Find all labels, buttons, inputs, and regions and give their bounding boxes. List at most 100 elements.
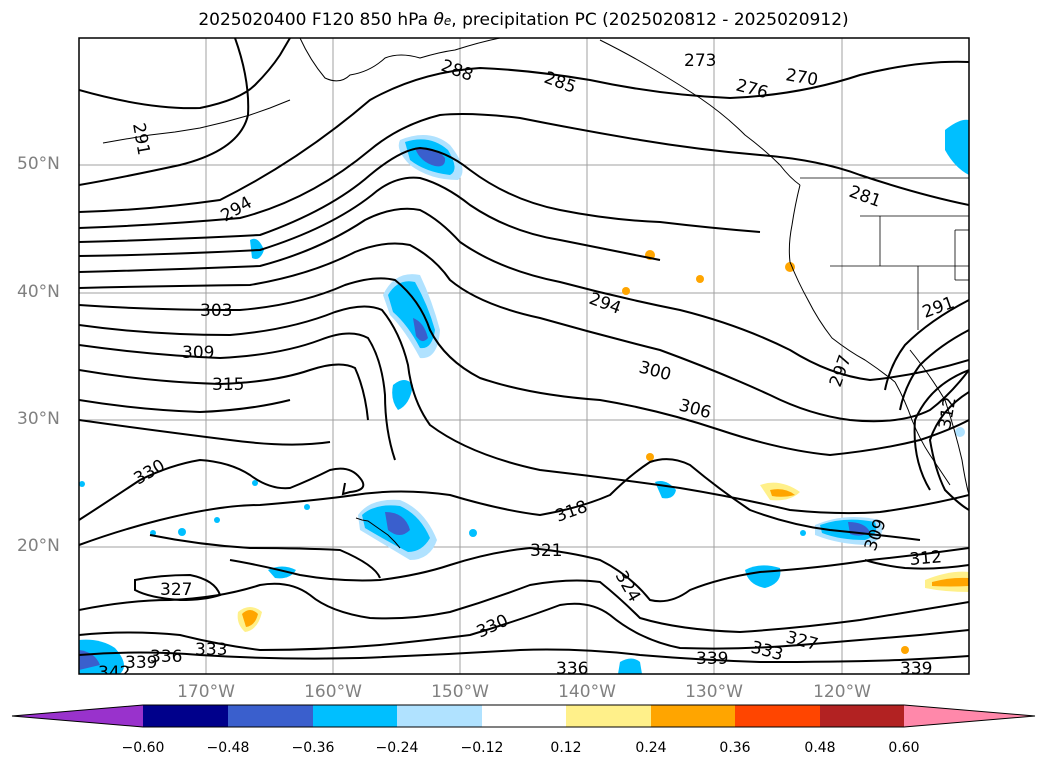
colorbar-tick: −0.36 [291, 740, 335, 756]
contour-label: 342 [98, 663, 130, 683]
colorbar-extend-right [904, 705, 1035, 727]
contour-line [79, 399, 291, 414]
lon-label-140w: 140°W [558, 682, 616, 702]
precip-blob [392, 380, 413, 410]
theta-subscript: e [443, 14, 452, 28]
colorbar-tick: −0.60 [121, 740, 165, 756]
contour-label: 336 [150, 647, 182, 667]
colorbar-bin [228, 705, 313, 727]
title-prefix: 2025020400 F120 850 hPa [198, 10, 434, 30]
precip-blob [770, 489, 795, 497]
precip-dot [785, 262, 795, 272]
contour-line [79, 648, 969, 664]
coast-panhandle [599, 39, 801, 186]
precip-blob [413, 318, 428, 342]
lon-label-170w: 170°W [177, 682, 235, 702]
precip-dot [622, 287, 630, 295]
contour-line [79, 458, 365, 521]
precip-blob [385, 512, 410, 535]
contour-line [79, 207, 969, 382]
lat-label-20n: 20°N [17, 536, 60, 556]
coast-hawaii [355, 517, 401, 549]
theta-symbol: θ [433, 10, 444, 30]
map-frame [78, 37, 970, 675]
colorbar-tick: −0.12 [460, 740, 504, 756]
contour-line [79, 579, 969, 634]
contour-line [79, 458, 921, 546]
contour-line [79, 602, 969, 652]
precip-dot [901, 646, 909, 654]
contour-line [79, 363, 369, 421]
colorbar-bin [820, 705, 904, 727]
precip-blob [932, 577, 969, 587]
lon-label-160w: 160°W [304, 682, 362, 702]
lat-label-30n: 30°N [17, 409, 60, 429]
contour-line [229, 546, 969, 603]
contour-label: 321 [530, 541, 562, 561]
colorbar-tick: 0.12 [550, 740, 582, 756]
contour-line [79, 113, 969, 229]
contour-label: 312 [909, 547, 943, 570]
theta-e-contours [79, 38, 969, 664]
contour-line [884, 299, 969, 391]
coast-baja [894, 381, 951, 486]
contour-line [79, 38, 250, 186]
colorbar-bin [566, 705, 651, 727]
coast-west-us [788, 184, 896, 383]
contour-label: 315 [212, 375, 244, 395]
precip-dot [304, 504, 310, 510]
lat-label-50n: 50°N [17, 154, 60, 174]
precip-blob [945, 119, 969, 175]
contour-line [79, 146, 761, 243]
contour-line [79, 242, 969, 423]
contour-line [79, 332, 396, 461]
precip-dot [252, 480, 258, 486]
contour-label: 327 [160, 580, 192, 600]
coastlines [102, 38, 969, 549]
colorbar-tick: −0.48 [206, 740, 250, 756]
colorbar-outline [11, 704, 1036, 728]
contour-label: 336 [556, 659, 588, 679]
precip-dot [214, 517, 220, 523]
colorbar-bin [651, 705, 735, 727]
precip-dot [955, 427, 965, 437]
lon-label-120w: 120°W [813, 682, 871, 702]
contour-line [928, 391, 969, 511]
contour-line [913, 369, 969, 491]
colorbar-tick: 0.48 [804, 740, 836, 756]
contour-label: 273 [684, 51, 716, 71]
colorbar-extend-left [12, 705, 143, 727]
colorbar-bin [735, 705, 820, 727]
precip-dot [178, 528, 186, 536]
contour-line [79, 305, 969, 515]
precip-dot [79, 481, 85, 487]
lon-label-150w: 150°W [431, 682, 489, 702]
contour-label: 339 [696, 649, 728, 669]
contour-line [79, 277, 969, 457]
colorbar-bin [143, 705, 228, 727]
contour-line [864, 559, 969, 570]
contour-line [149, 534, 381, 579]
precip-blob [618, 658, 642, 674]
colorbar-bin [482, 705, 566, 727]
contour-line [79, 38, 291, 110]
contour-label: 339 [125, 653, 157, 673]
coast-alaska [299, 38, 501, 82]
precip-dot [469, 529, 477, 537]
colorbar-tick: 0.60 [888, 740, 920, 756]
precip-dot [696, 275, 704, 283]
contour-label: 333 [195, 640, 227, 660]
colorbar-bin [313, 705, 397, 727]
precip-blob [250, 238, 264, 259]
coast-mexico [909, 349, 969, 496]
colorbar [11, 704, 1036, 728]
colorbar-bin [397, 705, 482, 727]
precip-dot [800, 530, 806, 536]
lon-label-130w: 130°W [685, 682, 743, 702]
map-title: 2025020400 F120 850 hPa θe, precipitatio… [0, 10, 1047, 30]
contour-label: 309 [182, 343, 214, 363]
contour-line [79, 419, 331, 446]
contour-line [79, 60, 969, 213]
lat-label-40n: 40°N [17, 282, 60, 302]
